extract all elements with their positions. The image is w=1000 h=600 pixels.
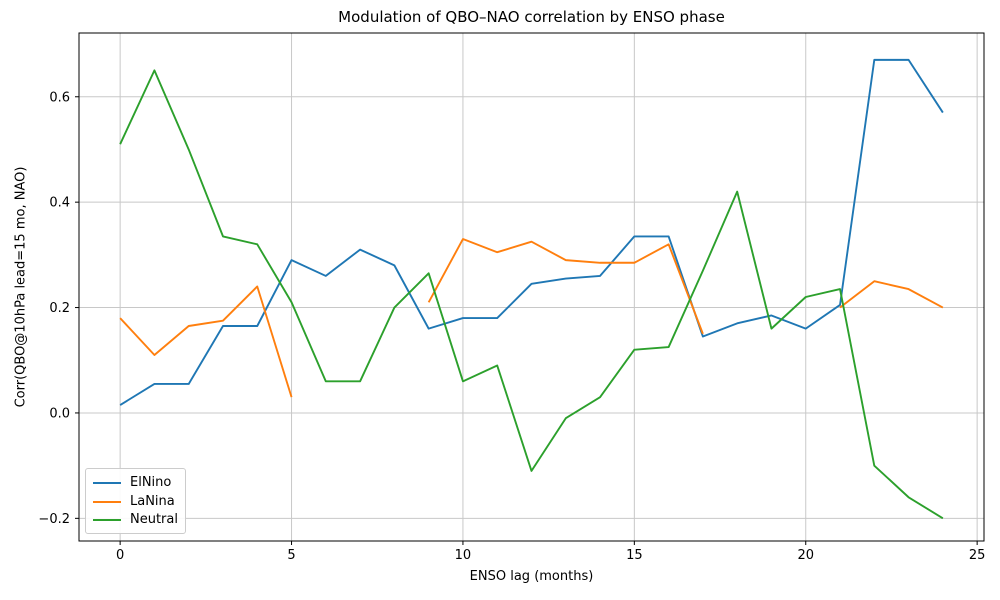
chart-title: Modulation of QBO–NAO correlation by ENS… xyxy=(338,8,725,26)
x-tick-label: 15 xyxy=(626,548,643,563)
x-tick-label: 10 xyxy=(455,548,472,563)
y-tick-label: −0.2 xyxy=(38,512,70,527)
axes-box xyxy=(78,32,985,542)
legend-item-ElNino: ElNino xyxy=(93,474,177,492)
x-tick-label: 0 xyxy=(116,548,124,563)
legend: ElNino LaNina Neutral xyxy=(85,468,186,534)
x-axis-ticks: 0 5 10 15 20 25 xyxy=(116,541,985,563)
series-line-Neutral xyxy=(119,69,944,520)
series-line-LaNina xyxy=(119,238,944,398)
legend-item-Neutral: Neutral xyxy=(93,511,178,529)
x-tick-label: 25 xyxy=(969,548,986,563)
x-tick-label: 5 xyxy=(287,548,295,563)
series-line-ElNino xyxy=(119,58,944,406)
y-axis-ticks: −0.2 0.0 0.2 0.4 0.6 xyxy=(38,90,79,527)
legend-item-LaNina: LaNina xyxy=(93,493,177,511)
x-tick-label: 20 xyxy=(797,548,814,563)
legend-line-swatch-Neutral xyxy=(93,519,121,521)
y-tick-label: 0.6 xyxy=(49,90,70,105)
y-tick-label: 0.4 xyxy=(49,196,70,211)
legend-label-LaNina: LaNina xyxy=(130,493,175,509)
legend-line-swatch-LaNina xyxy=(93,500,121,503)
legend-label-Neutral: Neutral xyxy=(130,512,178,527)
x-axis-label: ENSO lag (months) xyxy=(469,569,594,584)
y-tick-label: 0.2 xyxy=(49,301,70,316)
legend-line-swatch-ElNino xyxy=(93,482,121,484)
y-tick-label: 0.0 xyxy=(49,406,70,421)
legend-label-ElNino: ElNino xyxy=(130,475,172,490)
gridlines xyxy=(79,33,984,541)
